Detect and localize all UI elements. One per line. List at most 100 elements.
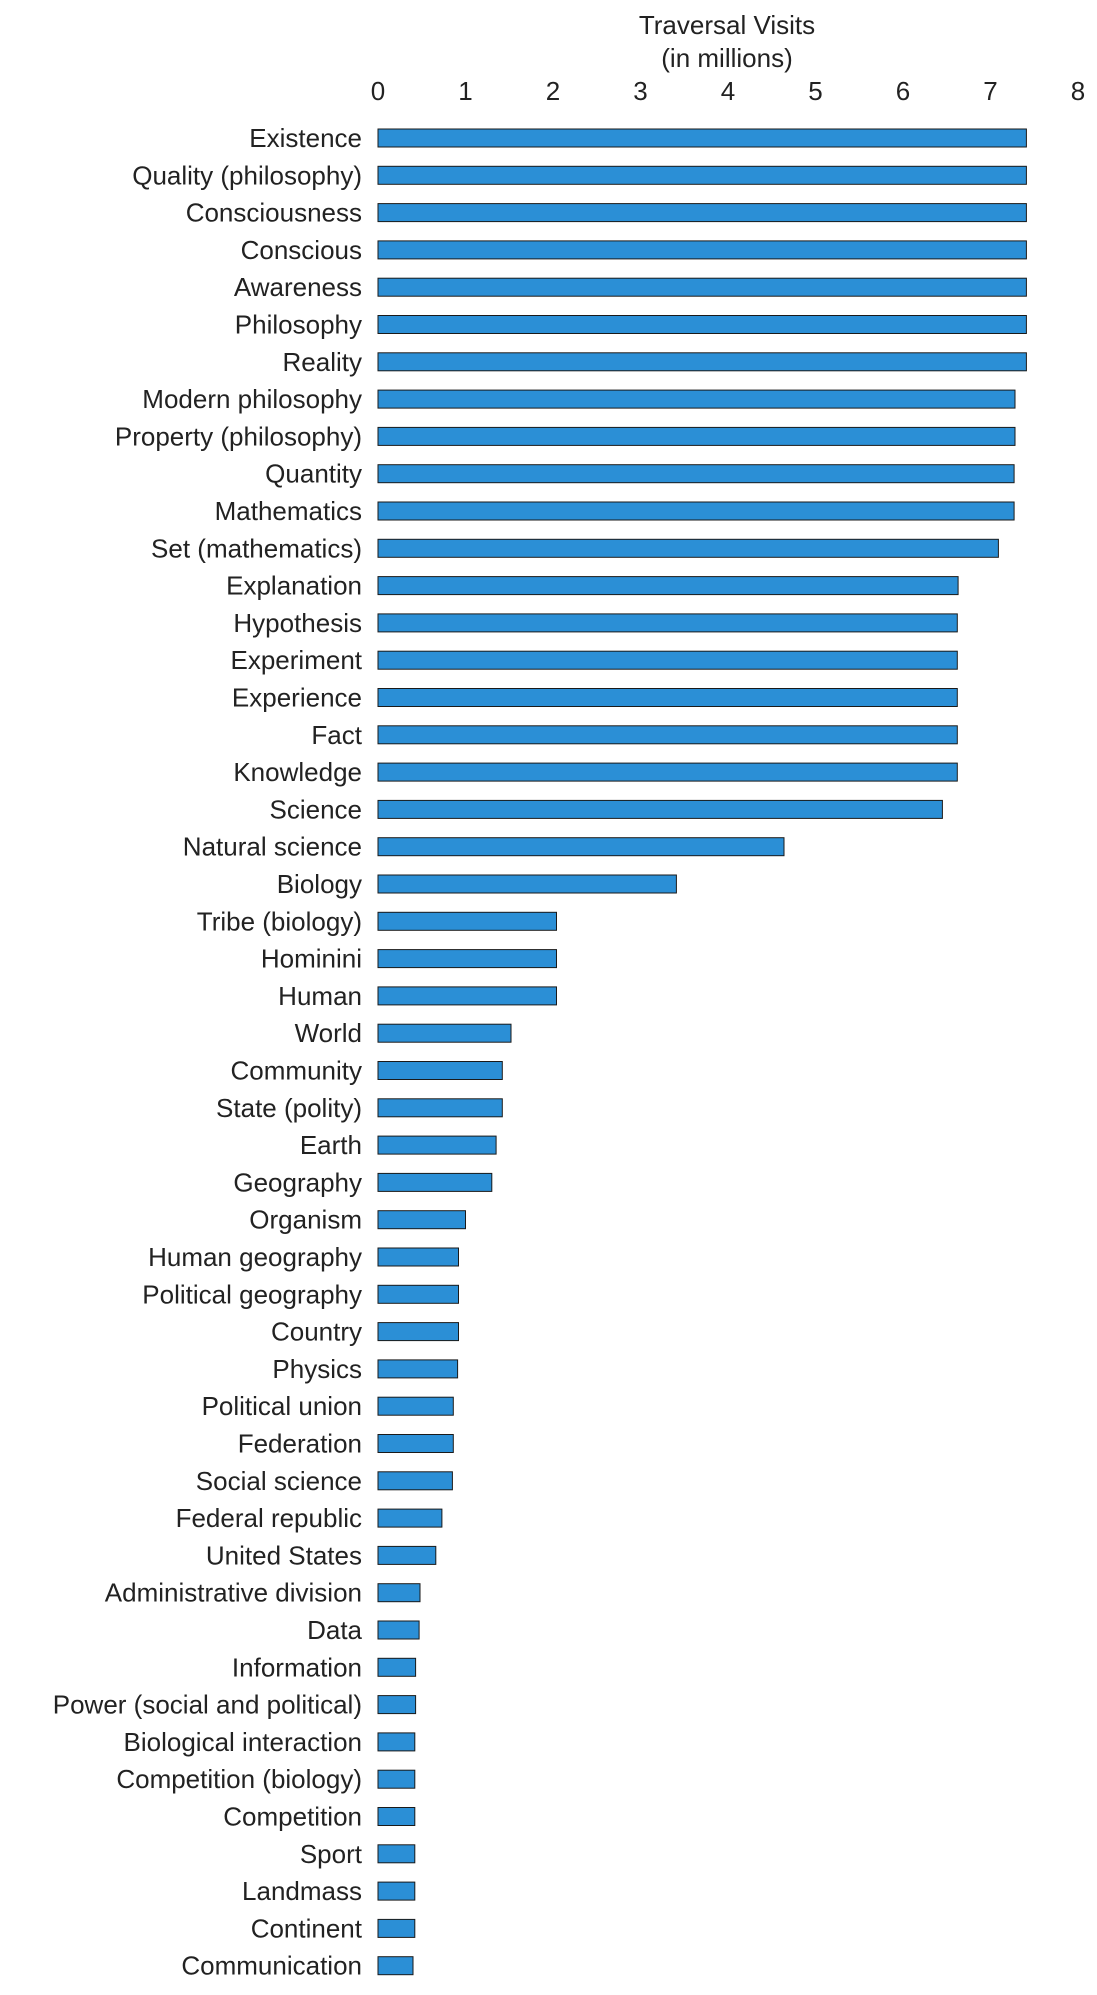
bar [377,874,677,894]
bar [377,501,1015,521]
category-labels: Existence Quality (philosophy) Consciousne… [53,123,363,1981]
category-label: Landmass [242,1876,362,1906]
category-label: Quality (philosophy) [132,160,362,190]
x-tick-label: 0 [371,76,385,106]
bar [377,613,958,633]
bar [377,1620,420,1640]
x-tick-label: 2 [546,76,560,106]
category-label: Earth [300,1130,362,1160]
category-label: Federation [238,1429,362,1459]
bar [377,688,958,707]
bar [377,1247,459,1267]
category-label: Biological interaction [124,1727,362,1757]
bar [377,240,1027,260]
category-label: Awareness [234,272,362,302]
bar [377,1023,512,1043]
bar [377,986,557,1006]
bar [377,837,785,857]
category-label: Political geography [142,1279,362,1309]
category-label: Human [278,981,362,1011]
bar [377,1471,453,1491]
category-label: Experiment [231,645,363,675]
x-tick-label: 7 [983,76,997,106]
category-label: Communication [181,1951,362,1981]
bar [377,576,959,596]
bar [377,315,1027,334]
x-tick-label: 3 [633,76,647,106]
category-label: Explanation [226,571,362,601]
category-label: Philosophy [235,310,362,340]
bar [377,1769,416,1789]
bar [377,1881,416,1901]
category-label: Experience [232,683,362,713]
bar [377,1545,437,1565]
category-label: Human geography [148,1242,362,1272]
x-axis-ticks: 0 1 2 3 4 5 6 7 8 [371,76,1085,106]
category-label: Competition (biology) [116,1764,362,1794]
category-label: Existence [249,123,362,153]
bar [377,538,999,558]
category-label: Reality [283,347,362,377]
category-label: Tribe (biology) [197,906,362,936]
category-label: Quantity [265,459,362,489]
category-label: Competition [223,1802,362,1832]
x-axis-title-line2: (in millions) [661,43,792,73]
x-tick-label: 6 [896,76,910,106]
bar [377,1135,497,1155]
category-label: Federal republic [176,1503,362,1533]
bar [377,165,1027,185]
bar [377,911,557,931]
category-label: Property (philosophy) [115,421,362,451]
bar [377,799,943,819]
category-label: Hominini [261,944,362,974]
bar [377,1807,416,1826]
bar [377,1172,493,1192]
category-label: Science [270,794,363,824]
bar [377,1508,443,1528]
bar [377,1061,503,1080]
category-label: Political union [202,1391,362,1421]
x-tick-label: 1 [458,76,472,106]
category-label: Information [232,1652,362,1682]
bar [377,1434,454,1453]
bar [377,1732,416,1752]
category-label: Administrative division [105,1578,362,1608]
category-label: United States [206,1540,362,1570]
bar [377,725,958,745]
bar [377,426,1016,446]
bar [377,1583,421,1603]
bar [377,650,958,670]
category-label: Country [271,1317,362,1347]
category-label: World [295,1018,362,1048]
bar [377,1657,417,1677]
bar [377,949,557,969]
bar [377,1284,459,1304]
category-label: Power (social and political) [53,1690,362,1720]
bar [377,1695,417,1715]
bar [377,389,1016,409]
category-label: Biology [277,869,362,899]
category-label: Fact [311,720,362,750]
bars-group [377,128,1027,1976]
bar [377,352,1027,372]
category-label: Geography [233,1167,362,1197]
bar [377,277,1027,297]
x-tick-label: 5 [808,76,822,106]
category-label: Natural science [183,832,362,862]
bar [377,1844,416,1864]
category-label: Community [231,1056,362,1086]
category-label: Data [307,1615,362,1645]
bar [377,128,1027,148]
category-label: Organism [249,1205,362,1235]
bar [377,1956,414,1976]
bar [377,1322,459,1342]
category-label: Physics [272,1354,362,1384]
bar [377,1210,466,1230]
category-label: Set (mathematics) [151,533,362,563]
category-label: Conscious [241,235,362,265]
x-axis-title-line1: Traversal Visits [639,10,815,40]
category-label: Knowledge [233,757,362,787]
bar [377,464,1015,484]
bar [377,1396,454,1416]
category-label: Social science [196,1466,362,1496]
